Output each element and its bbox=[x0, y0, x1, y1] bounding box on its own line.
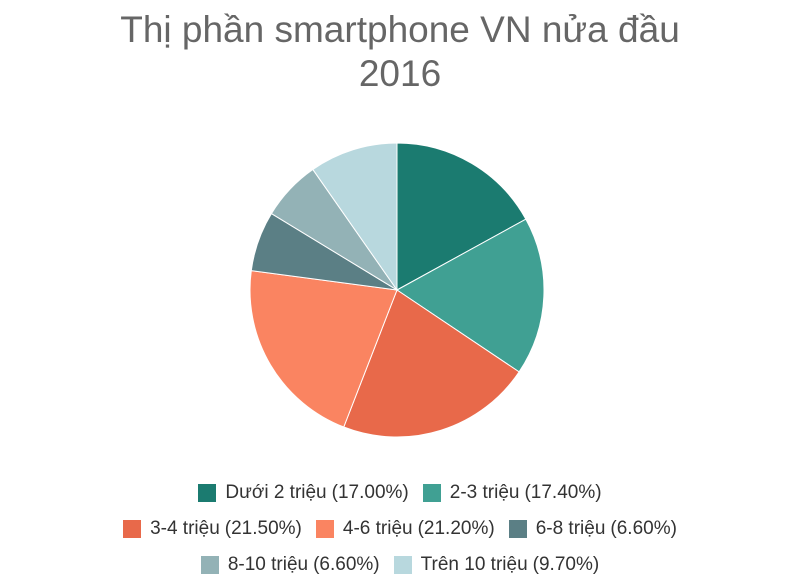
legend-item: Dưới 2 triệu (17.00%) bbox=[198, 482, 409, 504]
chart-title: Thị phần smartphone VN nửa đầu 2016 bbox=[120, 9, 680, 94]
legend-value: (21.20%) bbox=[417, 518, 495, 539]
legend-row: 3-4 triệu (21.50%) 4-6 triệu (21.20%) 6-8 tr… bbox=[0, 511, 800, 547]
legend-swatch bbox=[393, 556, 412, 574]
pie-area bbox=[249, 142, 545, 438]
legend-swatch bbox=[422, 484, 441, 502]
legend-row: Dưới 2 triệu (17.00%) 2-3 triệu (17.40%) bbox=[0, 475, 800, 511]
legend-swatch bbox=[200, 556, 219, 574]
legend-label: 3-4 triệu bbox=[150, 518, 220, 539]
pie-slice bbox=[312, 142, 398, 292]
legend-swatch bbox=[123, 520, 142, 538]
legend-row: 8-10 triệu (6.60%) Trên 10 triệu (9.70%) bbox=[0, 547, 800, 583]
legend-swatch bbox=[315, 520, 334, 538]
legend-swatch bbox=[198, 484, 217, 502]
legend-value: (17.00%) bbox=[331, 482, 409, 503]
pie-slice bbox=[343, 289, 520, 438]
legend-value: (9.70%) bbox=[532, 554, 600, 575]
legend-label: 4-6 triệu bbox=[342, 518, 413, 539]
legend-item: Trên 10 triệu (9.70%) bbox=[393, 554, 600, 576]
legend-swatch bbox=[508, 520, 527, 538]
legend-item: 6-8 triệu (6.60%) bbox=[508, 518, 677, 540]
legend-value: (6.60%) bbox=[610, 518, 677, 539]
legend-label: 6-8 triệu bbox=[535, 518, 606, 539]
pie-slice bbox=[396, 142, 527, 291]
legend-item: 3-4 triệu (21.50%) bbox=[123, 518, 302, 540]
pie-slice bbox=[396, 218, 545, 373]
legend-label: Dưới 2 triệu bbox=[225, 482, 327, 503]
legend-item: 4-6 triệu (21.20%) bbox=[315, 518, 495, 540]
legend-value: (21.50%) bbox=[224, 518, 302, 539]
pie-slice bbox=[249, 270, 398, 428]
legend-item: 8-10 triệu (6.60%) bbox=[200, 554, 380, 576]
legend-value: (6.60%) bbox=[313, 554, 380, 575]
legend-item: 2-3 triệu (17.40%) bbox=[422, 482, 602, 504]
legend-label: 8-10 triệu bbox=[227, 554, 309, 575]
legend-value: (17.40%) bbox=[524, 482, 602, 503]
legend: Dưới 2 triệu (17.00%) 2-3 triệu (17.40%) 3-4… bbox=[0, 475, 800, 583]
legend-label: Trên 10 triệu bbox=[420, 554, 528, 575]
legend-label: 2-3 triệu bbox=[449, 482, 520, 503]
